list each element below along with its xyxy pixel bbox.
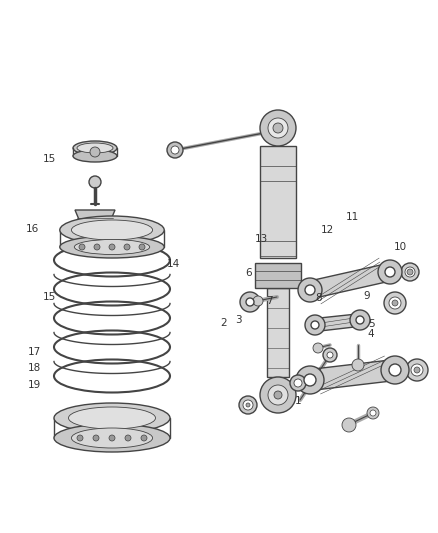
Circle shape bbox=[407, 269, 413, 275]
Circle shape bbox=[305, 315, 325, 335]
Circle shape bbox=[352, 359, 364, 371]
Circle shape bbox=[327, 352, 333, 358]
Circle shape bbox=[294, 379, 302, 387]
Text: 10: 10 bbox=[394, 243, 407, 252]
Circle shape bbox=[392, 300, 398, 306]
Polygon shape bbox=[260, 146, 296, 258]
Text: 1: 1 bbox=[294, 397, 301, 406]
Ellipse shape bbox=[54, 424, 170, 452]
Circle shape bbox=[385, 267, 395, 277]
Circle shape bbox=[90, 147, 100, 157]
Text: 3: 3 bbox=[235, 316, 242, 325]
Text: 15: 15 bbox=[43, 154, 56, 164]
Circle shape bbox=[298, 278, 322, 302]
Ellipse shape bbox=[73, 150, 117, 162]
Circle shape bbox=[79, 244, 85, 250]
Circle shape bbox=[350, 310, 370, 330]
Circle shape bbox=[109, 244, 115, 250]
Circle shape bbox=[411, 364, 423, 376]
Circle shape bbox=[323, 348, 337, 362]
Text: 14: 14 bbox=[166, 260, 180, 269]
Circle shape bbox=[253, 296, 263, 306]
Ellipse shape bbox=[74, 239, 150, 254]
Circle shape bbox=[406, 359, 428, 381]
Text: 2: 2 bbox=[220, 318, 227, 328]
Text: 7: 7 bbox=[266, 296, 273, 306]
Ellipse shape bbox=[73, 141, 117, 155]
Circle shape bbox=[268, 118, 288, 138]
Circle shape bbox=[381, 356, 409, 384]
Circle shape bbox=[141, 435, 147, 441]
Ellipse shape bbox=[71, 428, 152, 448]
Circle shape bbox=[240, 292, 260, 312]
Text: 12: 12 bbox=[321, 225, 334, 235]
Text: 16: 16 bbox=[25, 224, 39, 234]
Circle shape bbox=[304, 374, 316, 386]
Circle shape bbox=[260, 110, 296, 146]
Circle shape bbox=[311, 321, 319, 329]
Circle shape bbox=[94, 244, 100, 250]
Text: 19: 19 bbox=[28, 380, 41, 390]
Ellipse shape bbox=[54, 403, 170, 433]
Bar bbox=[255, 263, 301, 288]
Polygon shape bbox=[305, 264, 395, 298]
Ellipse shape bbox=[71, 220, 152, 240]
Circle shape bbox=[246, 403, 250, 407]
Circle shape bbox=[246, 298, 254, 306]
Circle shape bbox=[296, 366, 324, 394]
Polygon shape bbox=[310, 314, 363, 331]
Text: 18: 18 bbox=[28, 364, 41, 373]
Polygon shape bbox=[73, 210, 117, 240]
Ellipse shape bbox=[68, 407, 155, 429]
Circle shape bbox=[243, 400, 253, 410]
Circle shape bbox=[125, 435, 131, 441]
Circle shape bbox=[260, 377, 296, 413]
Circle shape bbox=[93, 435, 99, 441]
Polygon shape bbox=[305, 360, 400, 390]
Circle shape bbox=[305, 285, 315, 295]
Circle shape bbox=[414, 367, 420, 373]
Text: 15: 15 bbox=[43, 293, 56, 302]
Polygon shape bbox=[267, 288, 289, 377]
Circle shape bbox=[167, 142, 183, 158]
Circle shape bbox=[389, 364, 401, 376]
Circle shape bbox=[356, 316, 364, 324]
Circle shape bbox=[124, 244, 130, 250]
Circle shape bbox=[367, 407, 379, 419]
Text: 4: 4 bbox=[368, 329, 374, 339]
Text: 11: 11 bbox=[346, 212, 359, 222]
Circle shape bbox=[313, 343, 323, 353]
Circle shape bbox=[389, 297, 401, 309]
Circle shape bbox=[401, 263, 419, 281]
Text: 13: 13 bbox=[255, 235, 268, 244]
Circle shape bbox=[384, 292, 406, 314]
Text: 6: 6 bbox=[245, 268, 252, 278]
Circle shape bbox=[268, 385, 288, 405]
Circle shape bbox=[109, 435, 115, 441]
Circle shape bbox=[370, 410, 376, 416]
Ellipse shape bbox=[60, 216, 164, 244]
Text: 8: 8 bbox=[315, 294, 322, 303]
Circle shape bbox=[274, 391, 282, 399]
Circle shape bbox=[239, 396, 257, 414]
Circle shape bbox=[405, 267, 415, 277]
Ellipse shape bbox=[60, 236, 164, 258]
Text: 17: 17 bbox=[28, 347, 41, 357]
Circle shape bbox=[378, 260, 402, 284]
Circle shape bbox=[139, 244, 145, 250]
Circle shape bbox=[273, 123, 283, 133]
Text: 5: 5 bbox=[368, 319, 374, 328]
Ellipse shape bbox=[77, 143, 113, 153]
Text: 9: 9 bbox=[364, 291, 370, 301]
Circle shape bbox=[290, 375, 306, 391]
Circle shape bbox=[89, 176, 101, 188]
Circle shape bbox=[171, 146, 179, 154]
Circle shape bbox=[77, 435, 83, 441]
Circle shape bbox=[342, 418, 356, 432]
